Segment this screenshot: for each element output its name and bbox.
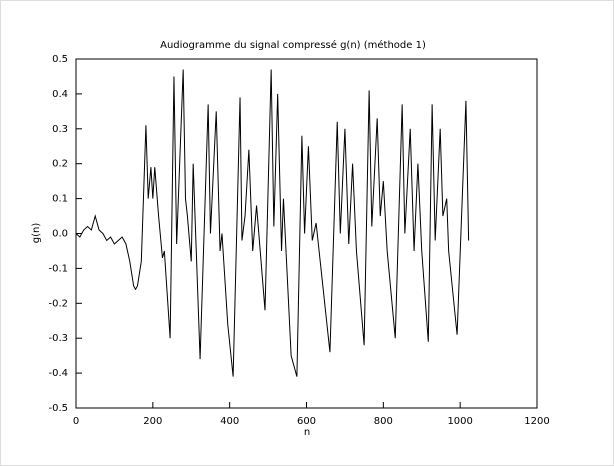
y-tick-label: -0.5 xyxy=(48,403,68,414)
y-tick-label: -0.3 xyxy=(48,333,68,344)
x-tick-label: 1000 xyxy=(447,416,472,427)
x-tick-label: 400 xyxy=(220,416,239,427)
y-tick-label: -0.2 xyxy=(48,298,68,309)
y-tick-label: 0.0 xyxy=(52,229,68,240)
y-tick-label: 0.1 xyxy=(52,194,68,205)
y-tick-label: 0.4 xyxy=(52,89,68,100)
y-tick-label: -0.1 xyxy=(48,263,68,274)
x-tick-label: 600 xyxy=(297,416,316,427)
x-tick-label: 1200 xyxy=(524,416,549,427)
y-tick-label: 0.2 xyxy=(52,159,68,170)
y-tick-label: 0.3 xyxy=(52,124,68,135)
signal-line xyxy=(75,69,470,377)
y-tick-label: 0.5 xyxy=(52,54,68,65)
x-tick-label: 200 xyxy=(143,416,162,427)
chart-title: Audiogramme du signal compressé g(n) (mé… xyxy=(160,39,426,51)
y-tick-label: -0.4 xyxy=(48,368,68,379)
y-axis-label: g(n) xyxy=(31,223,42,244)
x-axis-label: n xyxy=(304,427,310,438)
x-tick-label: 0 xyxy=(73,416,79,427)
x-tick-label: 800 xyxy=(374,416,393,427)
